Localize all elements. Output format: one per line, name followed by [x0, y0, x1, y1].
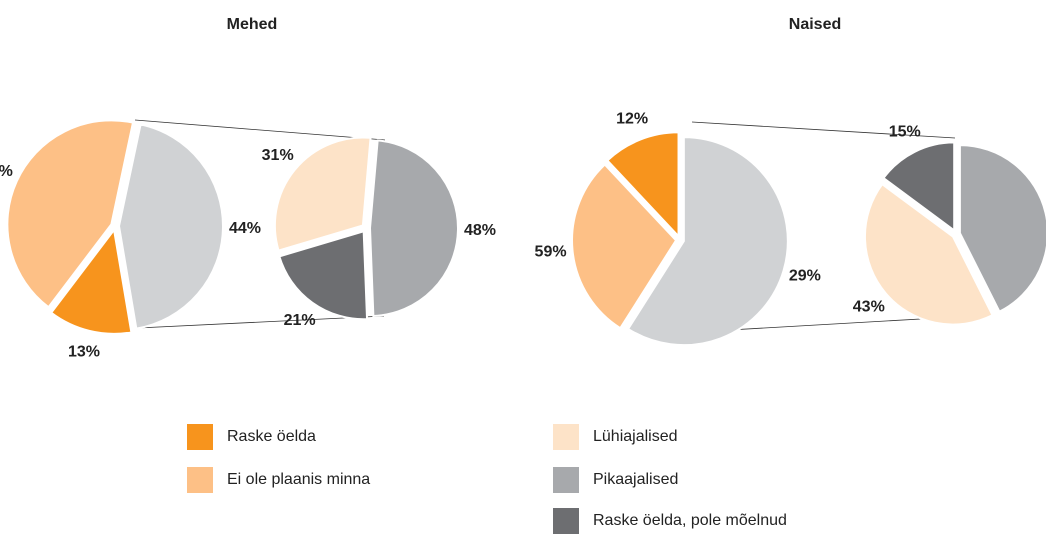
pie-slice	[605, 131, 680, 239]
pie-slice	[958, 144, 1046, 314]
pie-slice	[626, 136, 789, 347]
data-label: 13%	[68, 343, 100, 360]
pie-slice	[863, 182, 994, 326]
pie-slice	[368, 139, 459, 318]
data-label: 31%	[262, 147, 294, 164]
connector	[137, 315, 385, 329]
legend-swatch	[553, 508, 579, 534]
legend-label: Ei ole plaanis minna	[227, 471, 370, 488]
chart-title: Naised	[789, 16, 841, 33]
data-label: 59%	[535, 243, 567, 260]
chart-title: Mehed	[227, 16, 278, 33]
data-label: 43%	[853, 299, 885, 316]
legend-swatch	[187, 467, 213, 493]
pie-slice	[117, 123, 224, 330]
connector	[691, 121, 956, 139]
connector	[134, 119, 386, 141]
pie-slice	[571, 163, 678, 330]
data-label: 43%	[0, 163, 13, 180]
data-label: 15%	[889, 123, 921, 140]
legend-label: Pikaajalised	[593, 471, 678, 488]
legend-swatch	[553, 467, 579, 493]
pie-slice	[882, 141, 956, 233]
data-label: 12%	[616, 110, 648, 127]
pie-slice	[273, 136, 372, 252]
pie-slice	[49, 227, 133, 335]
legend-label: Raske öelda	[227, 428, 316, 445]
legend-swatch	[553, 424, 579, 450]
pie-slice	[6, 119, 135, 309]
data-label: 21%	[284, 312, 316, 329]
pie-slice	[278, 229, 369, 321]
data-label: 48%	[464, 222, 496, 239]
data-label: 29%	[789, 267, 821, 284]
legend-label: Raske öelda, pole mõelnud	[593, 512, 787, 529]
legend-swatch	[187, 424, 213, 450]
data-label: 44%	[229, 220, 261, 237]
legend-label: Lühiajalised	[593, 428, 678, 445]
